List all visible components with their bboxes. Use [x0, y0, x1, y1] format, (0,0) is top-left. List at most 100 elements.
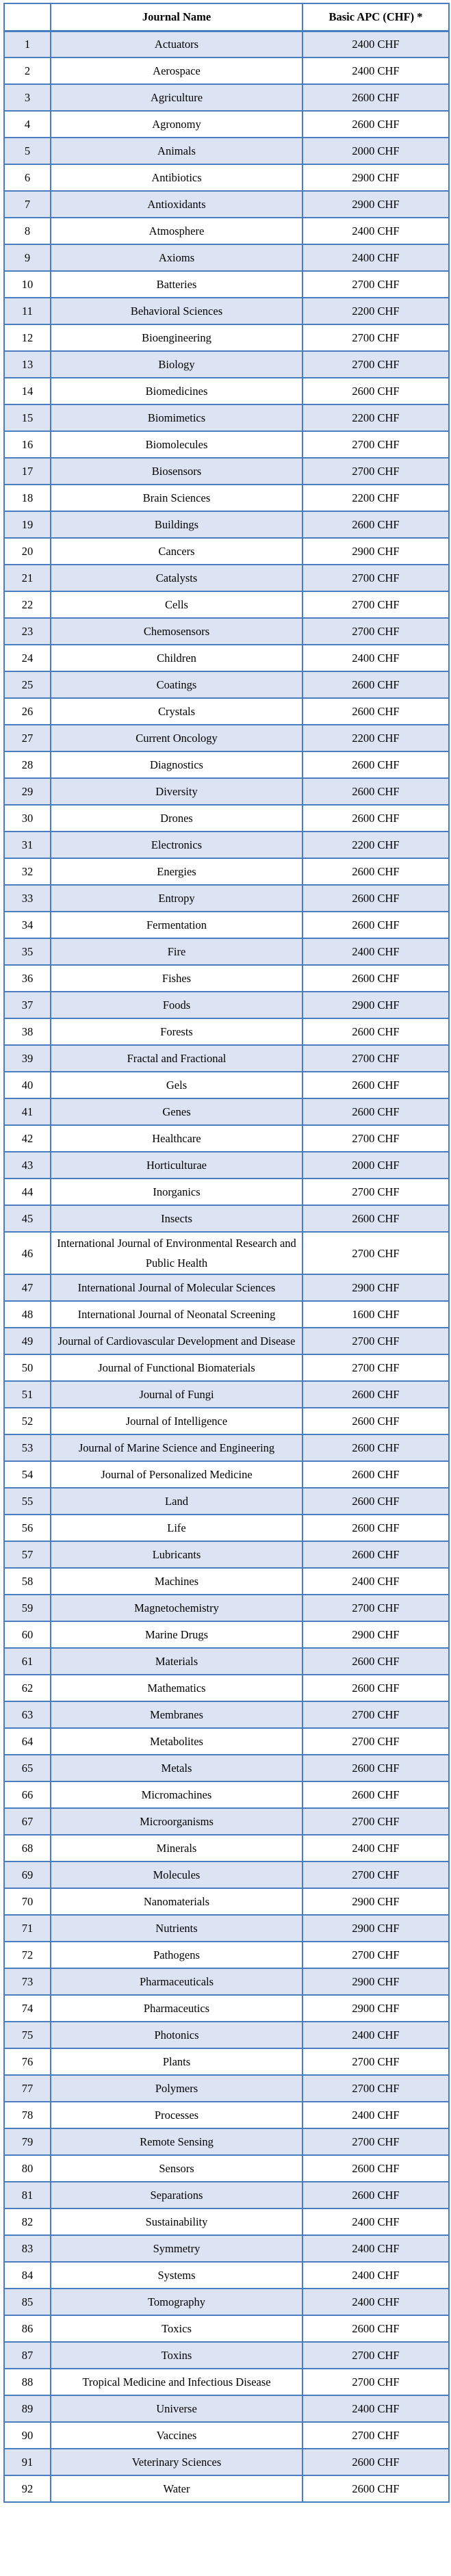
apc-value-cell: 2600 CHF: [302, 1098, 450, 1126]
journal-name-cell: Systems: [50, 2261, 303, 2289]
journal-name-cell: Minerals: [50, 1834, 303, 1862]
journal-name-cell: Polymers: [50, 2074, 303, 2102]
row-number-cell: 52: [3, 1407, 51, 1435]
apc-value-cell: 2700 CHF: [302, 591, 450, 619]
table-row: 52 Journal of Intelligence 2600 CHF: [3, 1407, 450, 1435]
table-row: 5 Animals 2000 CHF: [3, 137, 450, 165]
row-number-cell: 44: [3, 1178, 51, 1206]
journal-name-cell: Cells: [50, 591, 303, 619]
header-row: Journal Name Basic APC (CHF) *: [3, 3, 450, 32]
apc-value-cell: 2700 CHF: [302, 1327, 450, 1355]
row-number-cell: 55: [3, 1487, 51, 1515]
row-number-cell: 89: [3, 2395, 51, 2423]
journal-name-cell: Micromachines: [50, 1781, 303, 1809]
row-number-cell: 70: [3, 1888, 51, 1916]
table-row: 45 Insects 2600 CHF: [3, 1205, 450, 1233]
row-number-cell: 92: [3, 2475, 51, 2503]
journal-name-cell: Children: [50, 644, 303, 672]
table-row: 85 Tomography 2400 CHF: [3, 2288, 450, 2316]
apc-value-cell: 2400 CHF: [302, 1834, 450, 1862]
apc-value-cell: 2600 CHF: [302, 1407, 450, 1435]
apc-value-cell: 2700 CHF: [302, 564, 450, 592]
row-number-cell: 40: [3, 1071, 51, 1099]
journal-apc-table: Journal Name Basic APC (CHF) * 1 Actuator…: [3, 3, 450, 2503]
apc-value-cell: 2400 CHF: [302, 938, 450, 966]
journal-name-cell: Aerospace: [50, 57, 303, 85]
table-row: 22 Cells 2700 CHF: [3, 591, 450, 619]
journal-name-cell: Catalysts: [50, 564, 303, 592]
table-row: 47 International Journal of Molecular Sci…: [3, 1274, 450, 1302]
journal-name-cell: Coatings: [50, 671, 303, 699]
journal-name-cell: Inorganics: [50, 1178, 303, 1206]
apc-value-cell: 2400 CHF: [302, 217, 450, 245]
table-row: 82 Sustainability 2400 CHF: [3, 2208, 450, 2236]
row-number-cell: 12: [3, 324, 51, 352]
journal-name-cell: Metabolites: [50, 1727, 303, 1755]
table-row: 13 Biology 2700 CHF: [3, 350, 450, 378]
table-row: 87 Toxins 2700 CHF: [3, 2341, 450, 2369]
table-row: 39 Fractal and Fractional 2700 CHF: [3, 1044, 450, 1072]
table-row: 73 Pharmaceuticals 2900 CHF: [3, 1968, 450, 1996]
apc-value-cell: 2400 CHF: [302, 30, 450, 58]
row-number-cell: 9: [3, 244, 51, 272]
apc-value-cell: 2900 CHF: [302, 1274, 450, 1302]
table-row: 48 International Journal of Neonatal Scre…: [3, 1300, 450, 1328]
apc-value-cell: 2900 CHF: [302, 1994, 450, 2022]
apc-value-cell: 2700 CHF: [302, 2421, 450, 2449]
row-number-cell: 78: [3, 2101, 51, 2129]
journal-name-cell: Diversity: [50, 777, 303, 806]
apc-value-cell: 2400 CHF: [302, 244, 450, 272]
apc-value-cell: 2600 CHF: [302, 2315, 450, 2343]
apc-value-cell: 2600 CHF: [302, 1071, 450, 1099]
table-row: 86 Toxics 2600 CHF: [3, 2315, 450, 2343]
apc-value-cell: 2900 CHF: [302, 1968, 450, 1996]
row-number-cell: 15: [3, 404, 51, 432]
row-number-cell: 56: [3, 1514, 51, 1542]
table-row: 57 Lubricants 2600 CHF: [3, 1541, 450, 1569]
apc-value-cell: 2600 CHF: [302, 1487, 450, 1515]
header-index: [3, 3, 51, 32]
apc-value-cell: 2600 CHF: [302, 2154, 450, 2182]
journal-name-cell: Energies: [50, 858, 303, 886]
row-number-cell: 83: [3, 2234, 51, 2263]
table-row: 26 Crystals 2600 CHF: [3, 697, 450, 725]
table-row: 24 Children 2400 CHF: [3, 644, 450, 672]
apc-value-cell: 2900 CHF: [302, 164, 450, 192]
apc-value-cell: 2200 CHF: [302, 831, 450, 859]
apc-value-cell: 2700 CHF: [302, 1231, 450, 1275]
table-row: 27 Current Oncology 2200 CHF: [3, 724, 450, 752]
table-row: 38 Forests 2600 CHF: [3, 1018, 450, 1046]
table-row: 16 Biomolecules 2700 CHF: [3, 430, 450, 459]
row-number-cell: 1: [3, 30, 51, 58]
row-number-cell: 17: [3, 457, 51, 485]
apc-value-cell: 2600 CHF: [302, 751, 450, 779]
row-number-cell: 13: [3, 350, 51, 378]
table-row: 78 Processes 2400 CHF: [3, 2101, 450, 2129]
apc-value-cell: 2900 CHF: [302, 1888, 450, 1916]
table-row: 18 Brain Sciences 2200 CHF: [3, 484, 450, 512]
table-row: 46 International Journal of Environmental…: [3, 1231, 450, 1275]
apc-value-cell: 2600 CHF: [302, 1460, 450, 1489]
row-number-cell: 43: [3, 1151, 51, 1179]
table-row: 66 Micromachines 2600 CHF: [3, 1781, 450, 1809]
row-number-cell: 46: [3, 1231, 51, 1275]
journal-name-cell: Bioengineering: [50, 324, 303, 352]
journal-name-cell: Mathematics: [50, 1674, 303, 1702]
journal-name-cell: Healthcare: [50, 1124, 303, 1152]
apc-value-cell: 2700 CHF: [302, 1594, 450, 1622]
apc-value-cell: 2600 CHF: [302, 110, 450, 138]
journal-name-cell: Sustainability: [50, 2208, 303, 2236]
row-number-cell: 72: [3, 1941, 51, 1969]
journal-name-cell: Genes: [50, 1098, 303, 1126]
journal-name-cell: Membranes: [50, 1701, 303, 1729]
journal-name-cell: Journal of Personalized Medicine: [50, 1460, 303, 1489]
journal-name-cell: Processes: [50, 2101, 303, 2129]
journal-name-cell: Pharmaceuticals: [50, 1968, 303, 1996]
journal-name-cell: Electronics: [50, 831, 303, 859]
table-row: 21 Catalysts 2700 CHF: [3, 564, 450, 592]
journal-name-cell: Journal of Fungi: [50, 1380, 303, 1408]
apc-value-cell: 2600 CHF: [302, 1647, 450, 1675]
row-number-cell: 10: [3, 270, 51, 298]
table-row: 51 Journal of Fungi 2600 CHF: [3, 1380, 450, 1408]
table-row: 68 Minerals 2400 CHF: [3, 1834, 450, 1862]
